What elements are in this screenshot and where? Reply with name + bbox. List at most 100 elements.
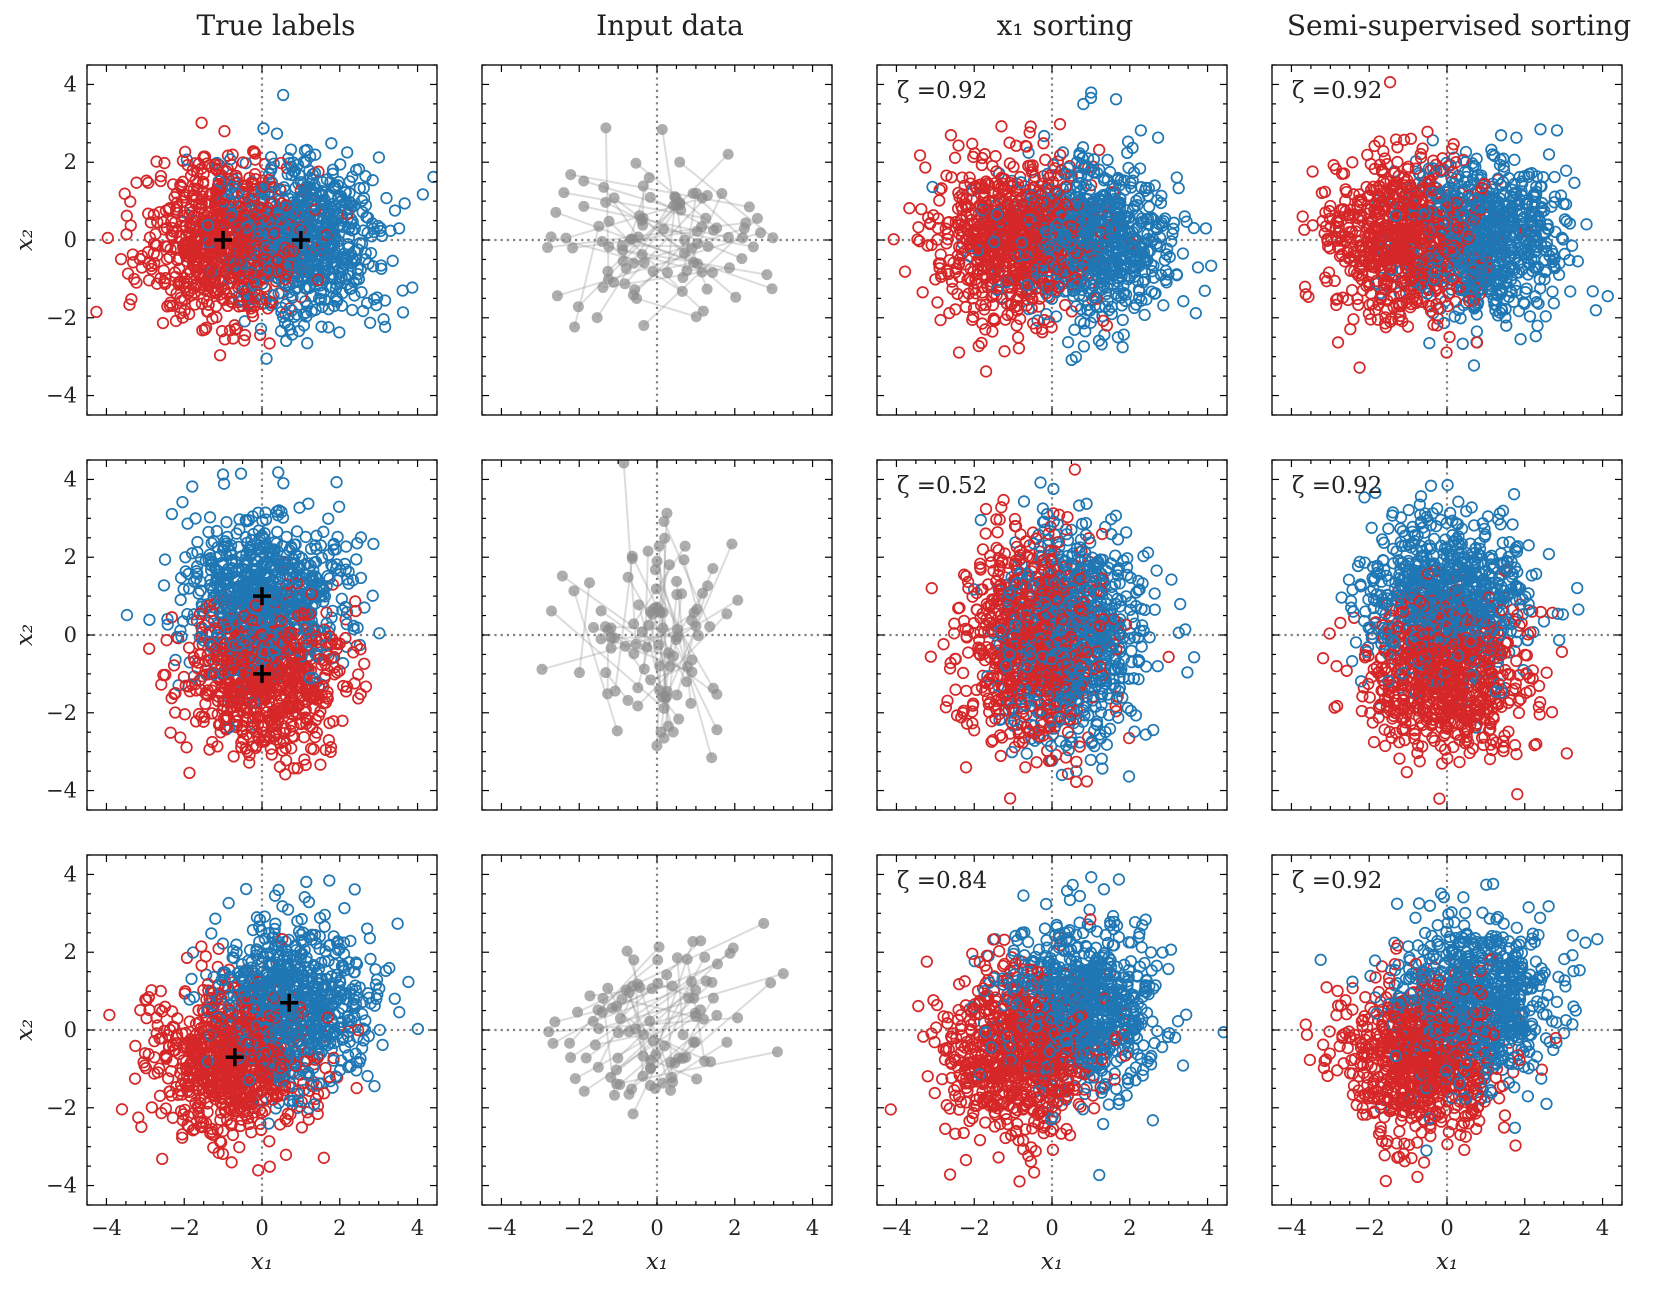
blue-point (1176, 247, 1190, 260)
blue-point (1084, 91, 1098, 105)
blue-point (1130, 298, 1143, 311)
red-point (1006, 272, 1020, 285)
red-point (1462, 294, 1476, 308)
red-point (1450, 196, 1463, 210)
input-point (740, 217, 752, 229)
blue-point (1111, 331, 1125, 344)
red-point (236, 156, 250, 169)
blue-point (378, 294, 392, 307)
red-point (1475, 181, 1489, 195)
red-point (944, 129, 958, 142)
blue-point (1426, 186, 1439, 200)
blue-point (1530, 221, 1543, 235)
blue-point (1135, 241, 1148, 254)
red-point (154, 272, 167, 285)
red-point (221, 243, 234, 256)
red-point (196, 218, 209, 231)
blue-point (350, 273, 363, 287)
blue-point (1515, 185, 1528, 198)
red-point (1044, 169, 1057, 182)
pair-link (565, 197, 703, 240)
red-point (1030, 194, 1044, 208)
red-point (1453, 281, 1466, 294)
red-point (1369, 303, 1382, 317)
blue-point (1497, 152, 1510, 165)
blue-point (282, 286, 296, 299)
red-point (995, 120, 1008, 133)
input-point (766, 283, 778, 295)
blue-point (1504, 243, 1517, 256)
blue-point (1121, 135, 1135, 148)
scatter-points (887, 86, 1218, 378)
red-point (274, 156, 288, 170)
red-point (913, 149, 927, 162)
blue-point (260, 352, 273, 365)
red-point (963, 217, 976, 231)
blue-point (1490, 293, 1503, 307)
red-point (1404, 213, 1418, 226)
blue-point (270, 127, 284, 140)
blue-point (1170, 268, 1183, 281)
blue-point (1088, 299, 1102, 312)
red-point (1010, 268, 1023, 281)
input-point (616, 240, 628, 252)
panel-r1-c4: ζ =0.92 (1271, 64, 1623, 416)
red-point (144, 216, 157, 229)
input-point (630, 157, 642, 169)
blue-point (1132, 291, 1146, 304)
blue-point (362, 257, 375, 270)
blue-point (284, 259, 297, 272)
blue-point (1527, 187, 1541, 201)
red-point (940, 169, 953, 182)
input-point (743, 201, 755, 213)
blue-point (343, 175, 356, 188)
y-tick-label: 4 (64, 72, 77, 96)
pair-link (681, 193, 698, 278)
red-point (1416, 205, 1429, 219)
red-point (1375, 195, 1388, 208)
input-point (702, 241, 714, 253)
blue-point (1121, 231, 1135, 244)
blue-point (1466, 263, 1479, 276)
column-title-input-data: Input data (596, 9, 744, 42)
blue-point (1520, 197, 1533, 211)
blue-point (1128, 199, 1141, 213)
input-point (722, 231, 734, 243)
red-point (196, 185, 209, 198)
blue-point (341, 146, 354, 159)
red-point (1368, 221, 1382, 234)
blue-point (1132, 256, 1145, 269)
blue-point (1449, 172, 1463, 185)
blue-point (1427, 273, 1441, 286)
red-point (226, 271, 239, 284)
blue-point (1148, 179, 1161, 192)
blue-point (1056, 146, 1070, 159)
input-point (688, 256, 700, 268)
red-point (977, 182, 991, 195)
red-point (174, 306, 187, 320)
red-point (980, 225, 994, 239)
blue-point (303, 263, 316, 276)
input-point (656, 123, 668, 135)
red-point (176, 175, 190, 188)
red-point (1010, 319, 1023, 332)
red-point (1391, 141, 1404, 154)
blue-point (1116, 313, 1129, 327)
pair-link (583, 205, 729, 239)
red-point (142, 176, 155, 189)
blue-point (1557, 197, 1570, 210)
blue-point (1448, 310, 1461, 323)
blue-point (1586, 285, 1599, 298)
red-point (932, 257, 946, 270)
red-point (969, 273, 982, 286)
blue-point (284, 214, 297, 227)
input-point (629, 284, 641, 296)
blue-point (1123, 270, 1137, 283)
blue-point (1084, 164, 1097, 177)
axis-ticks (86, 64, 438, 416)
blue-point (1116, 219, 1130, 232)
red-point (1306, 219, 1319, 232)
input-point (591, 312, 603, 324)
red-point (972, 339, 985, 353)
blue-point (1106, 244, 1119, 257)
